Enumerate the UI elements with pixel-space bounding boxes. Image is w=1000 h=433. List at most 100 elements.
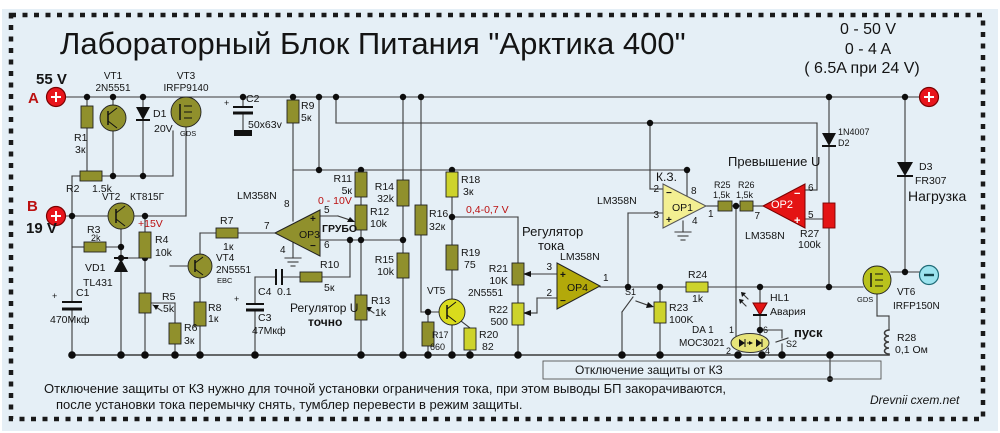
diodes: D1 20V VD1 TL431 1N4007 D2 D3 FR307 <box>83 107 947 289</box>
r27-resistor <box>822 202 836 229</box>
hl1-led: HL1 Авария <box>752 292 806 318</box>
da1-optocoupler: DA 1 MOC3021 1 6 2 4 <box>679 325 770 356</box>
op3-name: OP3 <box>299 229 320 241</box>
r15-value: 10k <box>377 266 395 278</box>
r15-resistor <box>396 252 410 279</box>
vt1-transistor <box>99 104 127 132</box>
da1-pin6: 6 <box>763 325 768 335</box>
r17-resistor <box>421 321 435 347</box>
load-label: Нагрузка <box>908 188 966 204</box>
r12-resistor <box>354 204 368 231</box>
vt4-transistor <box>187 253 213 279</box>
hl1-led-icon <box>752 302 768 316</box>
op3-pin-vcc: 8 <box>284 199 290 210</box>
r9-label: R9 <box>301 100 315 112</box>
r5-label: R5 <box>162 291 176 303</box>
c2-value: 50x63v <box>248 119 283 131</box>
r19-label: R19 <box>461 247 480 259</box>
r13-resistor <box>354 294 368 321</box>
fine-label: точно <box>308 315 342 329</box>
r25-resistor <box>717 200 733 212</box>
r12-label: R12 <box>370 206 389 218</box>
op2-plus: + <box>794 215 800 227</box>
resistors <box>79 99 836 351</box>
opamp-op3: OP3 + − 8 7 4 5 6 LM358N <box>237 190 330 257</box>
r24-label: R24 <box>688 269 707 281</box>
op2-pin-out: 7 <box>754 211 760 222</box>
r9-resistor <box>286 99 300 124</box>
r10-value: 5к <box>324 282 335 294</box>
coarse-label: ГРУБО <box>322 223 357 235</box>
op3-pin-ninv: 5 <box>324 205 330 216</box>
plus15-label: +15V <box>138 218 163 230</box>
d3-label: D3 <box>919 161 933 173</box>
op2-triangle <box>761 183 806 229</box>
r3-value: 2k <box>91 233 101 243</box>
r15-label: R15 <box>375 254 394 266</box>
vt1-label: VT1 <box>104 71 123 82</box>
r19-resistor <box>445 244 459 271</box>
r1-resistor <box>80 105 94 129</box>
r13-label: R13 <box>371 295 390 307</box>
r8-value: 1к <box>208 313 219 325</box>
da1-pin2: 2 <box>726 346 731 356</box>
regi1-label: Регулятор <box>522 224 583 239</box>
r5-resistor <box>138 292 152 314</box>
regi2-label: тока <box>538 238 565 253</box>
op3-chip-label: LM358N <box>237 190 277 202</box>
r22-label: R22 <box>489 304 508 316</box>
vt6-value: IRFP150N <box>893 301 940 312</box>
op2-pin-ninv: 5 <box>808 210 814 221</box>
regu-label: Регулятор U <box>290 301 358 315</box>
vt2-label: VT2 <box>102 192 121 203</box>
c1-plus: + <box>52 291 57 301</box>
terminal-a-volts: 55 V <box>36 71 67 88</box>
op1-name: OP1 <box>672 202 693 214</box>
c4-value: 0.1 <box>277 286 292 298</box>
op1-pin-out: 1 <box>708 209 714 220</box>
r1-label: R1 <box>74 132 88 144</box>
op1-minus: − <box>666 188 672 199</box>
page-title: Лабораторный Блок Питания "Арктика 400" <box>60 26 686 61</box>
r2-label: R2 <box>66 183 80 195</box>
dotted-border <box>8 12 986 422</box>
r7-value: 1к <box>223 241 234 253</box>
r1-value: 3к <box>75 144 86 156</box>
op3-plus: + <box>310 214 316 225</box>
wiring <box>64 96 921 380</box>
vt6-gds-label: GDS <box>857 295 873 304</box>
r6-value: 3к <box>184 335 195 347</box>
r4-label: R4 <box>155 234 169 246</box>
vt4-label: VT4 <box>216 253 235 264</box>
r22-resistor <box>511 302 525 326</box>
r14-label: R14 <box>375 181 394 193</box>
vd1-tl431-icon <box>114 259 128 272</box>
r18-value: 3к <box>463 186 474 198</box>
vt4-value: 2N5551 <box>216 265 251 276</box>
r23-value: 100K <box>669 314 694 326</box>
r25-value: 1,5k <box>713 190 731 200</box>
op1-pin-ninv: 3 <box>653 210 659 221</box>
protect-box-label: Отключение защиты от КЗ <box>575 363 723 377</box>
r26-label: R26 <box>738 180 755 190</box>
r11-label: R11 <box>334 173 353 185</box>
r21-label: R21 <box>489 263 508 275</box>
r20-label: R20 <box>479 329 498 341</box>
vd1-label: VD1 <box>85 262 106 274</box>
d2-diode-icon <box>822 133 836 146</box>
credit-label: Drevnii cxem.net <box>870 393 960 407</box>
r16-label: R16 <box>429 208 448 220</box>
op4-plus: + <box>560 270 566 281</box>
r12-value: 10k <box>370 218 388 230</box>
d3-diode-icon <box>897 162 913 176</box>
op4-name: OP4 <box>567 282 588 294</box>
r10-resistor <box>299 271 323 283</box>
r19-value: 75 <box>464 259 476 271</box>
r28-value: 0,1 Ом <box>895 344 928 356</box>
capacitors: + C1 470Мкф + C2 50x63v + C3 47Мкф C4 0.… <box>50 93 292 337</box>
op1-pin-vcc: 8 <box>691 186 697 197</box>
r2-resistor <box>79 170 103 182</box>
r23-resistor <box>653 301 667 324</box>
